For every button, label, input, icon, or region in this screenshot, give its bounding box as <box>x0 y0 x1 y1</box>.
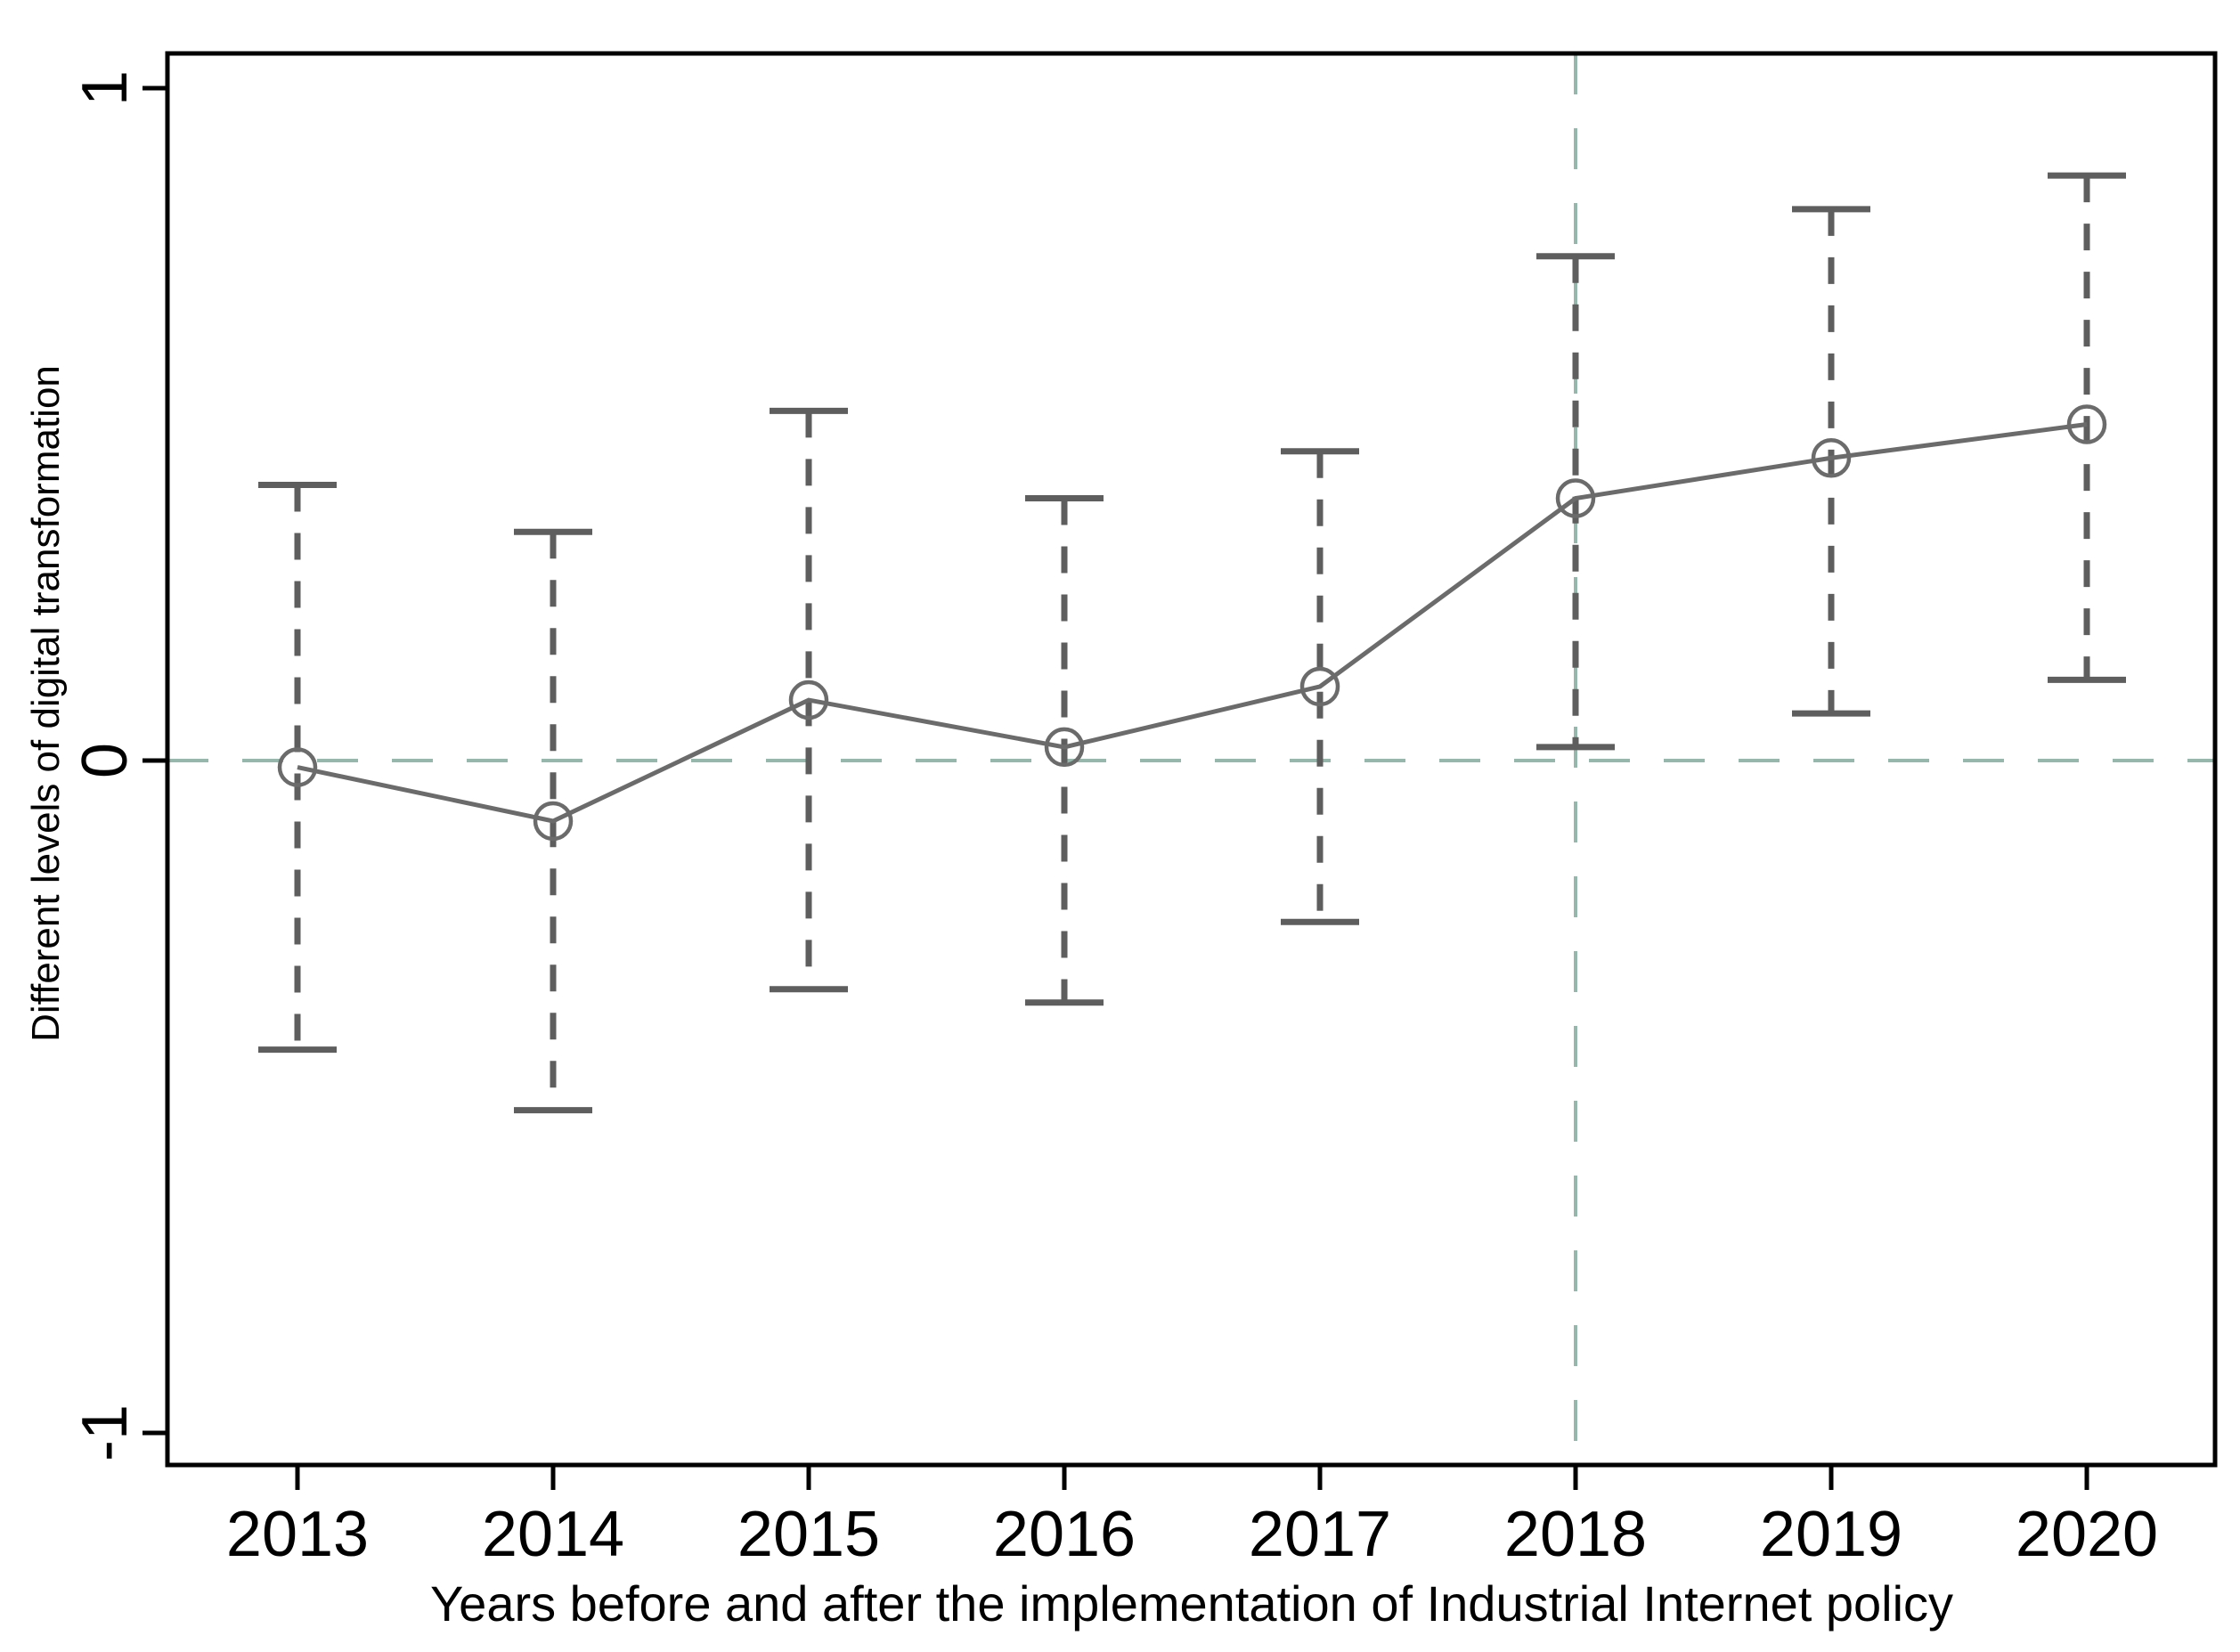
x-axis-title: Years before and after the implementatio… <box>429 1575 1954 1632</box>
coefficient-marker-2019 <box>1811 438 1852 478</box>
coefficient-marker-2014 <box>533 801 574 842</box>
x-tick-label-2016: 2016 <box>992 1499 1136 1570</box>
y-tick-label-0: 0 <box>69 742 141 779</box>
coefficient-line <box>297 422 2088 824</box>
coefficient-marker-2018 <box>1555 478 1596 518</box>
x-tick-label-2014: 2014 <box>481 1499 625 1570</box>
coefficient-marker-2017 <box>1299 666 1340 707</box>
x-tick-label-2020: 2020 <box>2015 1499 2159 1570</box>
x-tick-label-2017: 2017 <box>1248 1499 1392 1570</box>
x-tick-label-2015: 2015 <box>737 1499 881 1570</box>
coefficient-marker-2013 <box>277 747 318 787</box>
coefficient-marker-2015 <box>788 680 829 720</box>
y-tick-label-1: 1 <box>69 69 141 107</box>
x-tick-label-2013: 2013 <box>225 1499 370 1570</box>
x-tick-label-2018: 2018 <box>1503 1499 1648 1570</box>
coefficient-marker-2016 <box>1044 727 1085 768</box>
coefficient-marker-2020 <box>2066 404 2107 444</box>
y-tick-label--1: -1 <box>69 1404 141 1462</box>
x-tick-label-2019: 2019 <box>1759 1499 1903 1570</box>
y-axis-title: Different levels of digital transformati… <box>24 365 68 1042</box>
